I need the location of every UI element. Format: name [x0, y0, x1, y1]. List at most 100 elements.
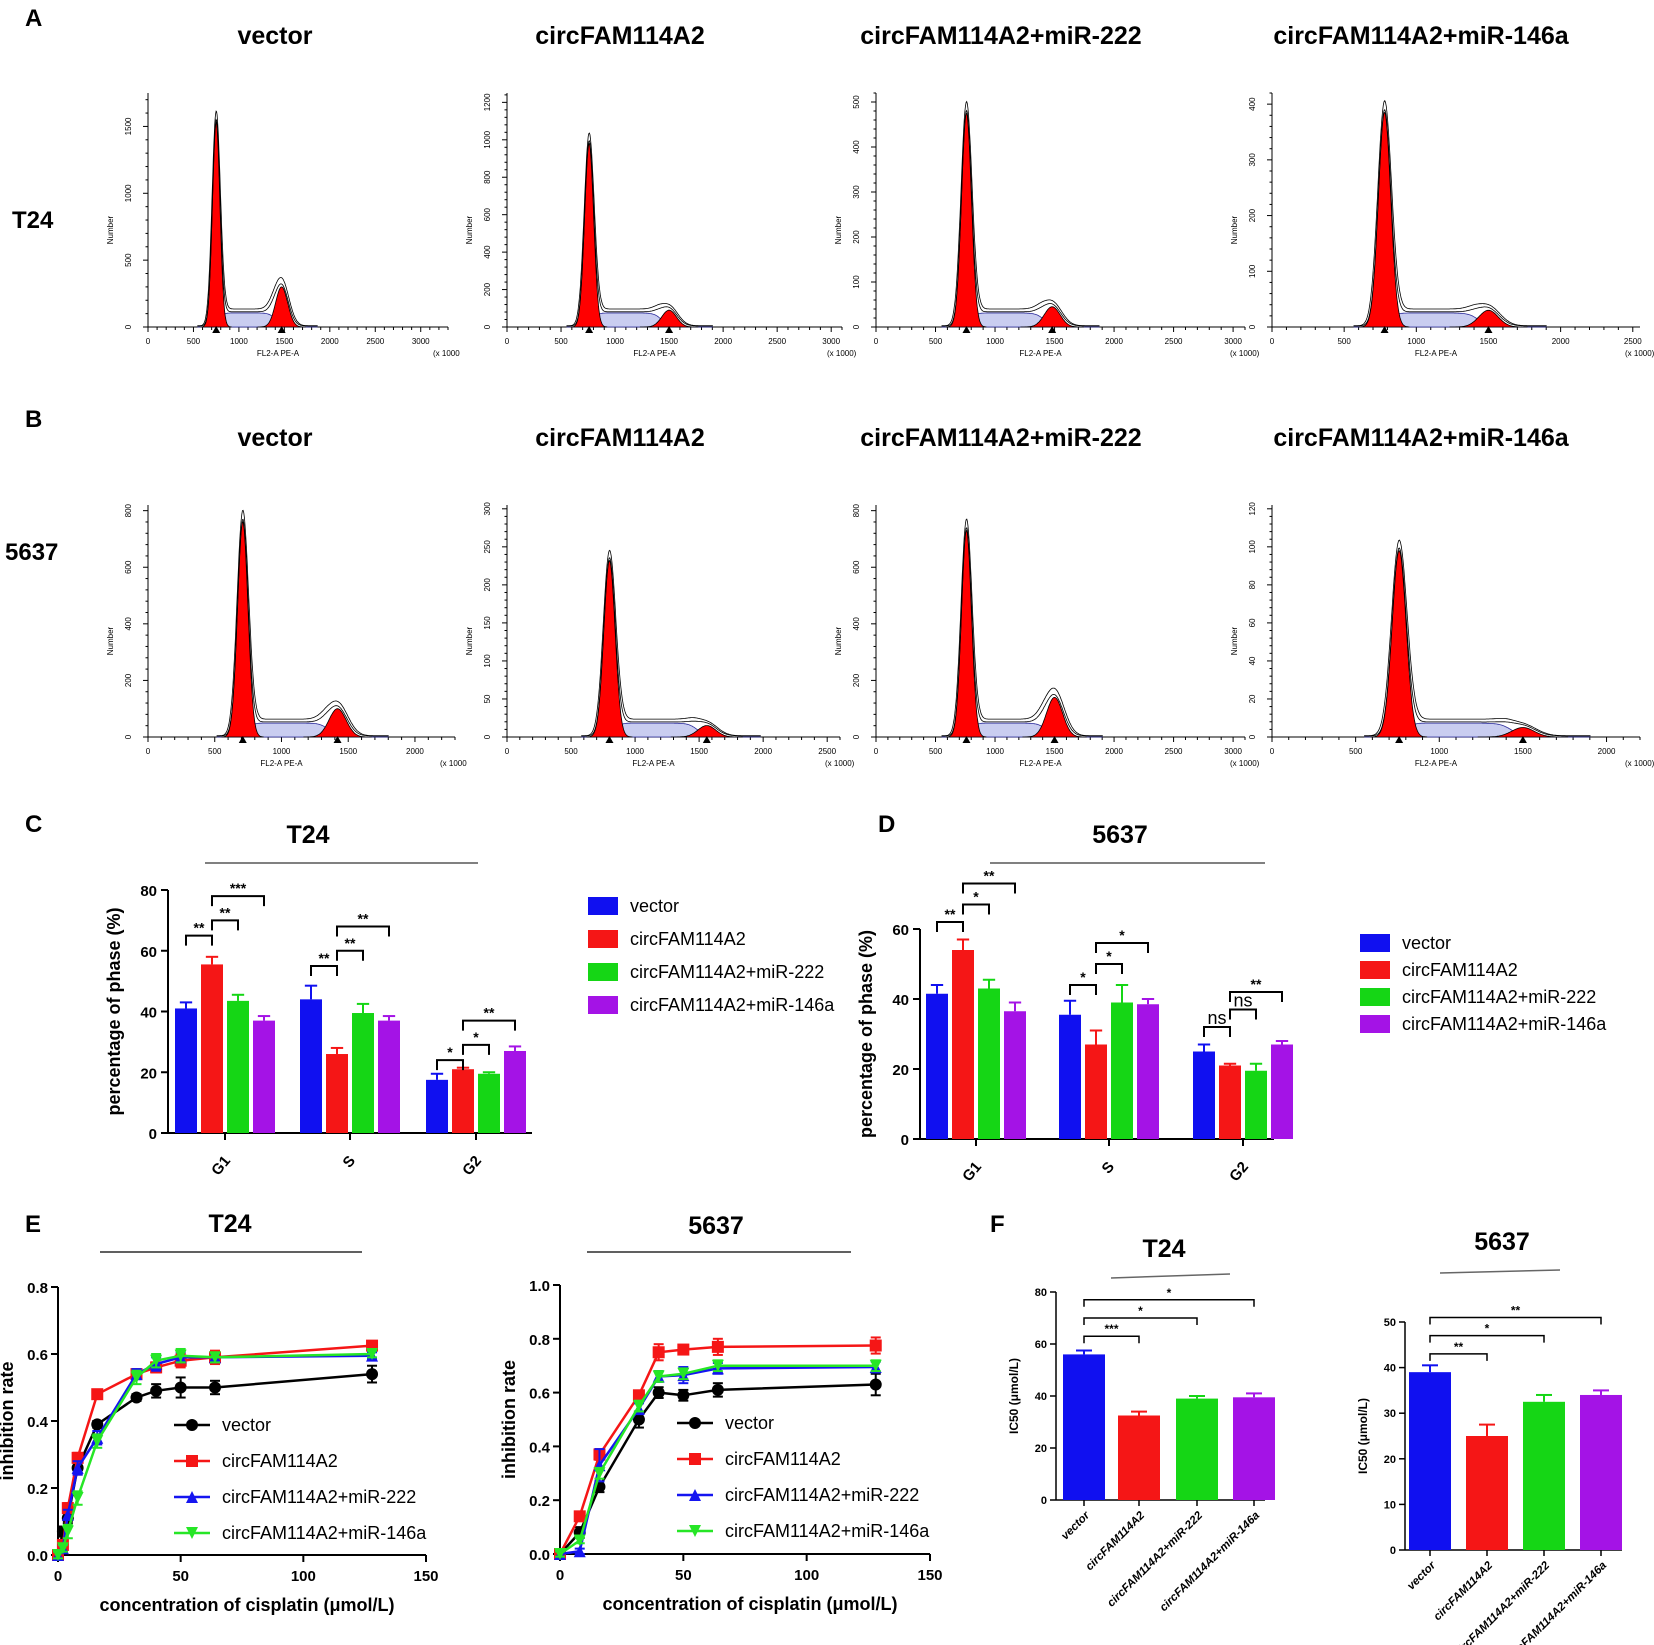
x-tick-label: 1000 [626, 747, 644, 756]
y-tick-label: 0.8 [529, 1332, 550, 1349]
y-tick-label: 20 [140, 1065, 157, 1082]
significance-label: * [473, 1029, 479, 1045]
y-tick-label: 120 [1248, 502, 1257, 516]
legend-label: circFAM114A2 [1402, 960, 1518, 980]
y-axis-title: Number [1230, 626, 1239, 655]
x-axis-title: FL2-A PE-A [1415, 759, 1458, 768]
line-chart-E1: T24 0.0 0.2 0.4 0.6 0.8 0 50 100 150 concentration… [0, 1210, 439, 1615]
bar [478, 1073, 500, 1133]
histogram-A4: circFAM114A2+miR-146a 0 100 200 300 400 0 500 10… [1230, 22, 1654, 358]
g1-peak [1359, 111, 1410, 328]
data-point [130, 1371, 143, 1384]
x-tick-label: 50 [172, 1568, 189, 1585]
bar [1523, 1401, 1565, 1550]
x-tick-label: 0 [874, 337, 879, 346]
y-tick-label: 0 [852, 734, 861, 739]
g2-peak [257, 286, 306, 328]
significance-bracket [962, 882, 1016, 894]
data-point [689, 1417, 701, 1429]
data-point [652, 1346, 665, 1359]
y-tick-label: 0 [483, 324, 492, 329]
x-tick-label: 2000 [754, 747, 772, 756]
significance-bracket [1095, 963, 1123, 974]
data-point [677, 1389, 690, 1402]
panel-label-a: A [25, 5, 42, 32]
y-tick-label: 50 [1384, 1317, 1396, 1329]
data-point [91, 1388, 104, 1401]
x-tick-label: 1000 [986, 337, 1004, 346]
histogram-envelope [566, 132, 713, 327]
data-point [869, 1359, 882, 1372]
histogram-envelope [197, 110, 318, 327]
y-tick-label: 300 [483, 502, 492, 516]
x-axis-title: FL2-A PE-A [633, 349, 676, 358]
x-tick-label: 0 [1270, 747, 1275, 756]
peak-marker [962, 736, 971, 743]
y-tick-label: 60 [892, 922, 909, 939]
y-tick-label: 500 [852, 95, 861, 109]
series-line [56, 1352, 373, 1556]
x-tick-label: 150 [413, 1568, 438, 1585]
chart-title: T24 [208, 1210, 251, 1238]
bar [1004, 1011, 1026, 1139]
legend-label: circFAM114A2 [725, 1449, 841, 1469]
histogram-envelope [216, 509, 389, 737]
significance-label: * [973, 889, 979, 905]
y-tick-label: 0 [1248, 734, 1257, 739]
significance-label: ** [484, 1005, 495, 1021]
x-tick-label: 500 [929, 747, 943, 756]
y-tick-label: 0 [1390, 1545, 1396, 1557]
x-tick-label: 50 [675, 1567, 692, 1584]
bar [1063, 1354, 1105, 1500]
data-point [174, 1381, 187, 1394]
x-axis-title: FL2-A PE-A [1019, 759, 1062, 768]
legend-label: circFAM114A2+miR-146a [630, 995, 835, 1015]
y-tick-label: 80 [1035, 1287, 1047, 1299]
histogram-envelope [1353, 108, 1547, 327]
row-label-5637: 5637 [5, 539, 58, 566]
x-tick-label: G2 [1226, 1159, 1252, 1185]
g2-peak [1449, 309, 1528, 328]
data-point [652, 1370, 665, 1383]
x-tick-label: 0 [1270, 337, 1275, 346]
x-tick-label: 0 [505, 747, 510, 756]
panel-label-c: C [25, 811, 42, 838]
bar [926, 993, 948, 1139]
x-tick-label: 0 [146, 747, 151, 756]
significance-label: ns [1207, 1008, 1226, 1028]
significance-bracket [1083, 1317, 1198, 1325]
x-scale-note: (x 1000) [1230, 349, 1260, 358]
x-tick-label: 0 [54, 1568, 62, 1585]
histogram-A3: circFAM114A2+miR-222 0 100 200 300 400 500 0 500… [834, 22, 1260, 358]
y-tick-label: 80 [140, 883, 157, 900]
x-axis-title: FL2-A PE-A [260, 759, 303, 768]
legend-swatch [588, 930, 618, 948]
y-tick-label: 20 [1384, 1454, 1396, 1466]
g1-peak [1370, 549, 1428, 738]
g2-peak [639, 309, 699, 328]
significance-label: * [1167, 1286, 1172, 1300]
y-tick-label: 200 [124, 673, 133, 687]
x-tick-label: 2000 [1552, 337, 1570, 346]
x-tick-label: 2000 [1598, 747, 1616, 756]
bar [378, 1020, 400, 1133]
y-tick-label: 800 [852, 503, 861, 517]
y-axis-title: IC50 (μmol/L) [1007, 1358, 1021, 1434]
histogram-title: circFAM114A2+miR-146a [1273, 424, 1569, 452]
title-rule [1439, 1269, 1561, 1274]
y-tick-label: 1.0 [529, 1278, 550, 1295]
x-tick-label: 1000 [986, 747, 1004, 756]
y-tick-label: 100 [1248, 540, 1257, 554]
x-tick-label: 500 [208, 747, 222, 756]
x-tick-label: 2500 [366, 337, 384, 346]
y-tick-label: 250 [483, 540, 492, 554]
panel-label-e: E [25, 1211, 41, 1238]
data-point [150, 1384, 163, 1397]
bar [952, 950, 974, 1139]
y-tick-label: 20 [1248, 694, 1257, 703]
panel-label-f: F [990, 1211, 1005, 1238]
bar-chart-D: 5637 0 20 40 60 percentage of phase (%) G1 S G2 *… [856, 821, 1607, 1185]
bar [1111, 1002, 1133, 1139]
y-tick-label: 0 [124, 734, 133, 739]
